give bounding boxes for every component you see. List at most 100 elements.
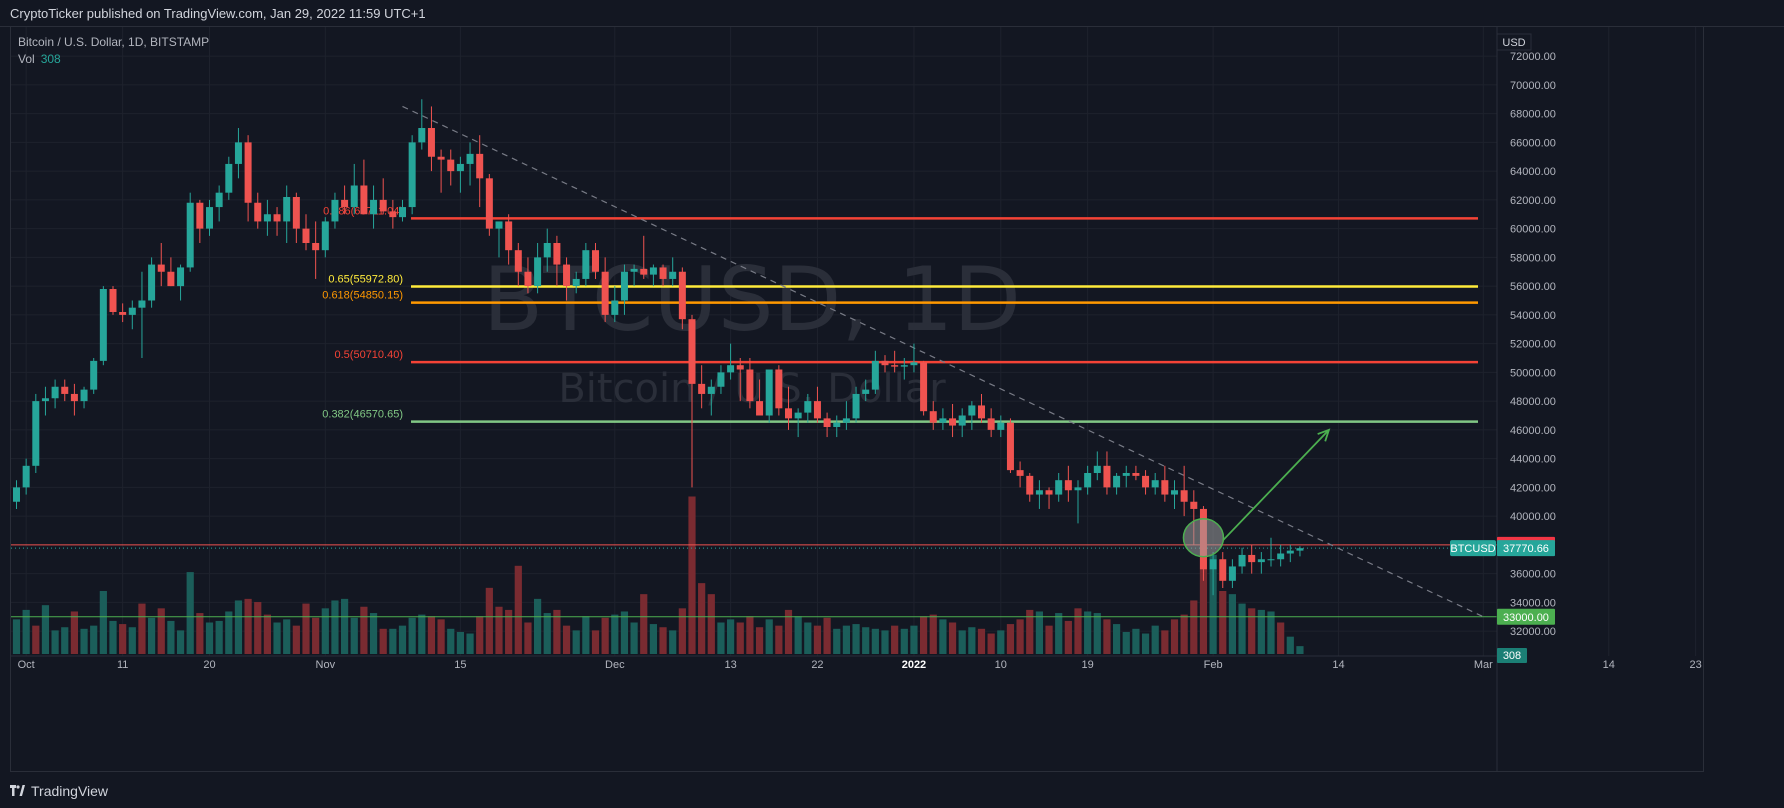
volume-bar [1190, 600, 1198, 654]
y-tick-label: 68000.00 [1510, 109, 1556, 121]
volume-bar [620, 611, 629, 654]
chart-legend: Bitcoin / U.S. Dollar, 1D, BITSTAMP Vol 3… [18, 34, 209, 68]
y-tick-label: 52000.00 [1510, 339, 1556, 351]
candle-body [215, 192, 223, 208]
volume-bar [495, 606, 503, 654]
candle-body [157, 264, 165, 272]
x-tick-label: 10 [995, 659, 1007, 671]
volume-bar [1064, 620, 1072, 654]
y-tick-label: 44000.00 [1510, 454, 1556, 466]
volume-bar [784, 609, 793, 654]
candle-body [707, 386, 715, 394]
volume-bar [582, 616, 590, 654]
candle-body [408, 142, 416, 208]
volume-bar [1055, 613, 1063, 654]
candle-body [717, 372, 725, 387]
candle-body [119, 312, 127, 315]
candle-body [813, 401, 821, 419]
x-tick-label: 14 [1332, 659, 1344, 671]
currency-box [1496, 33, 1532, 51]
candle-body [1016, 470, 1024, 476]
candle-body [1219, 559, 1227, 581]
volume-bar [418, 614, 426, 654]
candle-body [447, 159, 455, 172]
candle-body [1209, 559, 1217, 570]
x-tick-label: 22 [811, 659, 823, 671]
volume-bar [408, 617, 416, 654]
candle-body [659, 267, 667, 279]
fib-level-label: 0.618(54850.15) [322, 290, 403, 302]
y-tick-label: 66000.00 [1510, 137, 1556, 149]
volume-bar [910, 625, 918, 654]
candle-body [206, 207, 213, 229]
volume-bar [254, 602, 262, 654]
candle-body [601, 271, 609, 315]
fib-level-label: 0.65(55972.80) [328, 274, 403, 286]
x-tick-label: Oct [18, 659, 35, 671]
candle-body [379, 199, 387, 212]
volume-bar [12, 619, 21, 654]
ticker-tag-box [1450, 540, 1496, 557]
y-tick-label: 40000.00 [1510, 511, 1556, 523]
candle-body [1257, 559, 1265, 563]
volume-bar [939, 619, 947, 654]
volume-bar [804, 622, 812, 654]
candle-body [852, 393, 860, 419]
volume-bar [707, 594, 715, 654]
candle-body [456, 163, 464, 172]
bottom-bar [0, 775, 1784, 808]
volume-bar [553, 609, 561, 654]
tradingview-logo[interactable]: TradingView [10, 783, 108, 799]
candle-body [128, 307, 136, 315]
candle-body [1228, 566, 1236, 581]
candle-body [862, 389, 870, 394]
candle-body [1055, 480, 1063, 495]
volume-bar [379, 628, 387, 654]
volume-bar [948, 622, 957, 654]
x-tick-label: 19 [1082, 659, 1094, 671]
candle-body [1113, 475, 1121, 488]
volume-bar [437, 619, 445, 654]
volume-bar [920, 616, 928, 654]
volume-bar [398, 625, 407, 654]
volume-bar [167, 620, 175, 654]
candle-body [13, 487, 20, 502]
volume-bar [389, 628, 397, 654]
volume-bar [350, 617, 358, 654]
volume-bar [505, 609, 513, 654]
volume-bar [80, 628, 88, 654]
candle-body [70, 393, 78, 402]
ticker-tag-text: BTCUSD [1450, 543, 1495, 555]
candle-body [698, 383, 706, 394]
candle-body [534, 257, 542, 287]
volume-bar [852, 624, 860, 654]
candle-body [524, 271, 532, 287]
volume-bar [813, 625, 822, 654]
candle-body [22, 465, 30, 488]
volume-bar [746, 616, 754, 654]
volume-bar [871, 628, 879, 654]
tradingview-icon [10, 785, 25, 796]
candle-body [987, 418, 995, 430]
candle-body [466, 153, 474, 164]
symbol-title[interactable]: Bitcoin / U.S. Dollar, 1D, BITSTAMP [18, 35, 210, 49]
candle-body [485, 178, 493, 229]
candle-body [32, 401, 40, 466]
volume-bar [466, 633, 474, 654]
volume-bar [331, 600, 339, 654]
volume-bar [1267, 611, 1275, 654]
candle-body [978, 405, 985, 419]
y-tick-label: 64000.00 [1510, 166, 1556, 178]
volume-bar [1132, 628, 1140, 654]
candle-body [1267, 559, 1275, 561]
candle-body [1238, 554, 1246, 567]
candle-body [553, 243, 561, 265]
candle-body [514, 250, 522, 272]
candle-body [1074, 487, 1082, 491]
candle-body [1180, 490, 1188, 502]
candle-body [177, 267, 185, 287]
candle-body [949, 418, 957, 426]
volume-bar [755, 627, 764, 654]
chart-frame [10, 26, 1704, 772]
